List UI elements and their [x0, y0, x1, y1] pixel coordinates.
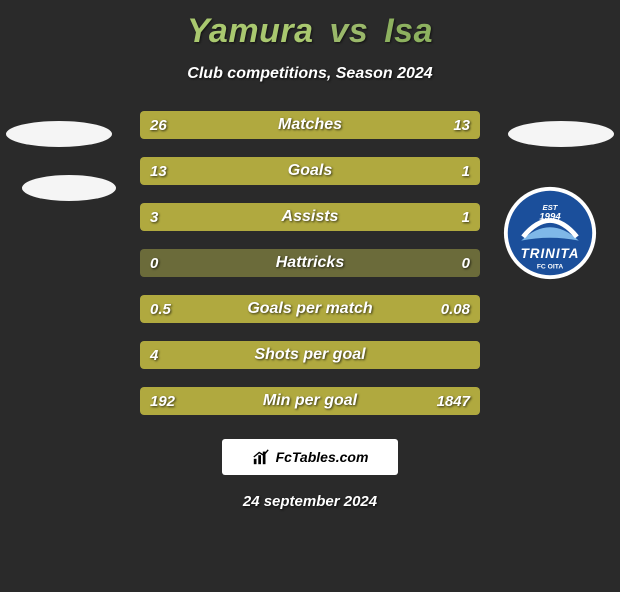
- stat-label: Goals per match: [140, 295, 480, 323]
- comparison-bars: 2613Matches 131Goals 31Assists 00Hattricks 0…: [140, 111, 480, 415]
- player2-club-badge: EST 1994 TRINITA FC OITA: [502, 185, 598, 281]
- player1-avatar-placeholder: [6, 121, 112, 147]
- vs-text: vs: [329, 12, 368, 50]
- badge-name: TRINITA: [521, 246, 580, 261]
- player2-name: Isa: [384, 12, 433, 50]
- player2-avatar-placeholder: [508, 121, 614, 147]
- date-text: 24 september 2024: [0, 493, 620, 510]
- comparison-content: EST 1994 TRINITA FC OITA 2613Matches 131G…: [0, 111, 620, 415]
- stat-label: Goals: [140, 157, 480, 185]
- watermark[interactable]: FcTables.com: [222, 439, 398, 475]
- player1-club-placeholder: [22, 175, 116, 201]
- stat-row: 0.50.08Goals per match: [140, 295, 480, 323]
- stat-row: 00Hattricks: [140, 249, 480, 277]
- stat-label: Shots per goal: [140, 341, 480, 369]
- stat-row: 4Shots per goal: [140, 341, 480, 369]
- page-title: Yamura vs Isa: [0, 12, 620, 51]
- stat-label: Min per goal: [140, 387, 480, 415]
- watermark-text: FcTables.com: [276, 449, 369, 465]
- trinita-crest-icon: EST 1994 TRINITA FC OITA: [502, 185, 598, 281]
- stat-label: Matches: [140, 111, 480, 139]
- stat-row: 2613Matches: [140, 111, 480, 139]
- stat-label: Assists: [140, 203, 480, 231]
- badge-small: FC OITA: [537, 264, 564, 271]
- subtitle: Club competitions, Season 2024: [0, 65, 620, 83]
- player1-name: Yamura: [187, 12, 313, 50]
- badge-year: 1994: [539, 212, 561, 223]
- chart-icon: [252, 448, 270, 466]
- stat-row: 1921847Min per goal: [140, 387, 480, 415]
- stat-row: 31Assists: [140, 203, 480, 231]
- stat-label: Hattricks: [140, 249, 480, 277]
- stat-row: 131Goals: [140, 157, 480, 185]
